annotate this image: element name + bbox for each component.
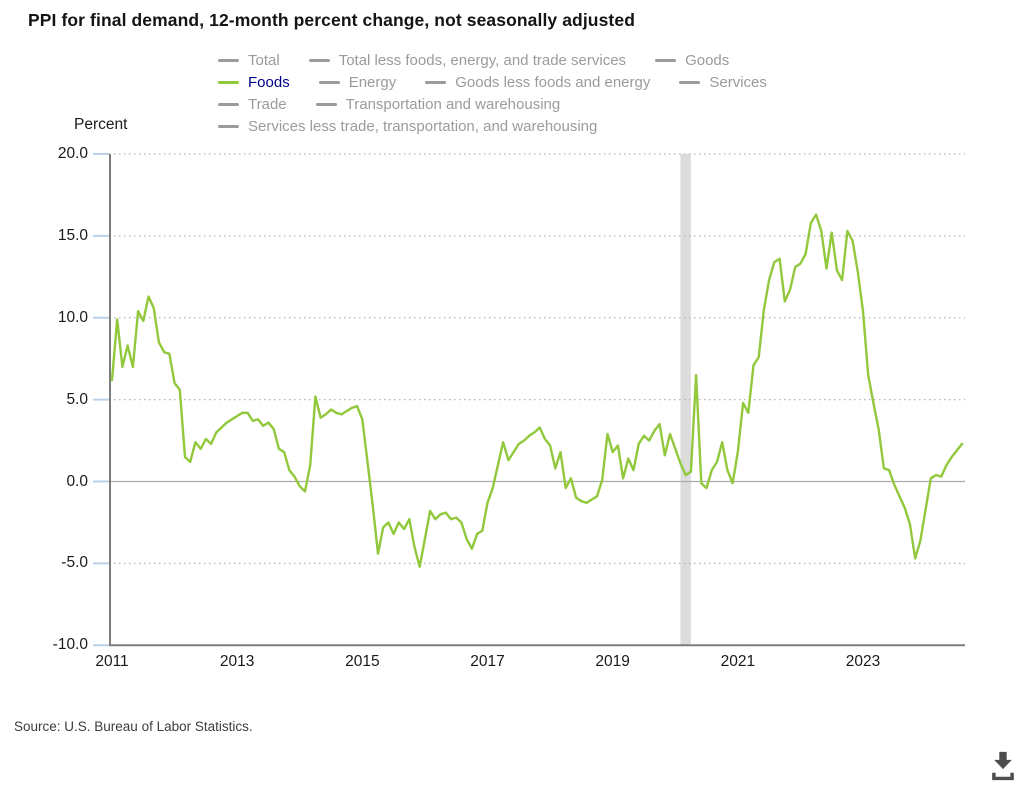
x-tick-label-2023: 2023 [845, 653, 881, 670]
legend-label: Foods [248, 73, 290, 91]
foods-series-line [110, 213, 964, 568]
y-tick-label: 0.0 [66, 472, 88, 490]
y-tick-label: 5.0 [66, 390, 88, 408]
y-axis-unit-label: Percent [74, 116, 128, 133]
source-note: Source: U.S. Bureau of Labor Statistics. [14, 719, 253, 734]
legend-label: Goods [685, 51, 730, 69]
x-tick-label-2021: 2021 [720, 653, 756, 670]
x-tick-label-2011: 2011 [95, 653, 129, 670]
legend-row: Services less trade, transportation, and… [218, 115, 767, 137]
download-icon [992, 751, 1014, 780]
x-tick-label-2017: 2017 [470, 653, 505, 670]
legend-label: Trade [248, 95, 287, 113]
legend-label: Total less foods, energy, and trade serv… [338, 51, 627, 69]
legend-swatch [679, 80, 701, 84]
legend-label: Transportation and warehousing [345, 95, 561, 113]
recession-shading-band [680, 154, 691, 646]
download-button[interactable] [984, 747, 1022, 787]
legend-swatch [655, 58, 677, 62]
legend-item-trade[interactable]: Trade [218, 97, 287, 112]
chart-title: PPI for final demand, 12-month percent c… [28, 10, 635, 30]
y-tick-label: -10.0 [52, 636, 88, 654]
legend-item-goods-less-foods-and-energy[interactable]: Goods less foods and energy [425, 75, 650, 90]
y-tick-label: 20.0 [57, 145, 88, 162]
x-tick-label-2013: 2013 [219, 653, 255, 670]
legend-label: Services [709, 73, 767, 91]
legend-item-services[interactable]: Services [679, 75, 767, 90]
legend-swatch [315, 102, 337, 106]
legend-item-total-less-foods-energy-and-trade-services[interactable]: Total less foods, energy, and trade serv… [308, 51, 627, 69]
legend-swatch [425, 80, 447, 84]
y-tick-label: 15.0 [57, 226, 88, 244]
legend-item-transportation-and-warehousing[interactable]: Transportation and warehousing [315, 95, 561, 113]
y-tick-label: 10.0 [57, 308, 88, 326]
legend-item-energy[interactable]: Energy [318, 73, 397, 91]
legend-swatch [218, 80, 239, 84]
legend-swatch [318, 80, 340, 84]
legend-row: Total Total less foods, energy, and trade… [218, 49, 767, 71]
legend-item-goods[interactable]: Goods [655, 53, 729, 68]
y-tick-label: -5.0 [61, 554, 88, 572]
legend-item-total[interactable]: Total [218, 53, 280, 68]
chart-plot-area [93, 153, 965, 647]
legend-swatch [218, 102, 239, 106]
legend-swatch [218, 124, 239, 128]
x-tick-label-2015: 2015 [345, 653, 380, 670]
legend-label: Energy [348, 73, 397, 91]
legend-swatch [308, 58, 330, 62]
legend-item-services-less-trade-transportation-and-warehousing[interactable]: Services less trade, transportation, and… [218, 119, 597, 134]
x-tick-label-2019: 2019 [595, 653, 630, 670]
legend: Total Total less foods, energy, and trade… [218, 49, 767, 137]
legend-row: Foods Energy Goods less foods and energy Se… [218, 71, 767, 93]
legend-item-foods[interactable]: Foods [218, 75, 290, 90]
legend-label: Goods less foods and energy [455, 73, 651, 91]
legend-label: Services less trade, transportation, and… [248, 117, 598, 135]
legend-row: Trade Transportation and warehousing [218, 93, 767, 115]
legend-label: Total [248, 51, 280, 69]
legend-swatch [218, 58, 239, 62]
